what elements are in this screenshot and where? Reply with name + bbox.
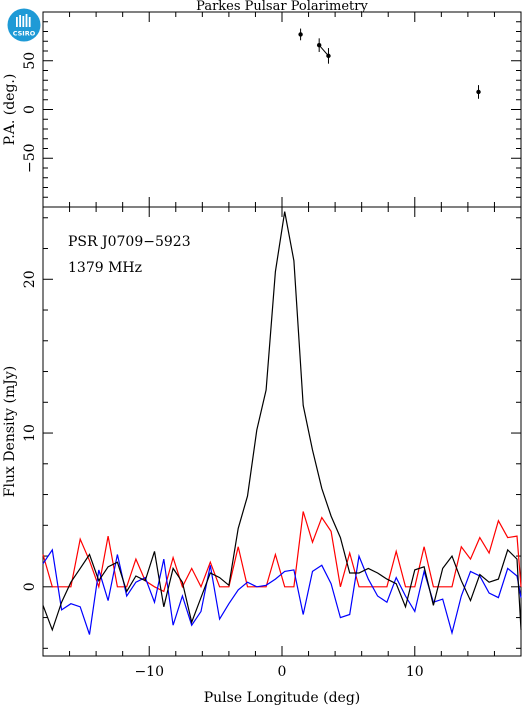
pa-point xyxy=(298,32,303,37)
source-annotation: PSR J0709−5923 xyxy=(68,234,191,250)
csiro-logo: CSIRO xyxy=(7,8,41,42)
source-annotation: 1379 MHz xyxy=(68,260,142,276)
pa-point xyxy=(476,89,481,95)
y-axis-label: Flux Density (mJy) xyxy=(2,366,18,497)
series-line xyxy=(42,548,522,636)
logo-text: CSIRO xyxy=(13,30,36,38)
x-tick-label: −10 xyxy=(134,664,164,680)
pa-point xyxy=(326,53,331,59)
x-tick-label: 10 xyxy=(406,664,424,680)
pa-segment xyxy=(318,44,329,57)
flux-panel: 0 10 20 Flux Density (mJy) −10 0 10 Pulse Longi… xyxy=(2,206,522,706)
pa-panel: −50 0 50P.A. (deg.) Parkes Pulsar Polarimet… xyxy=(2,0,522,208)
chart-title: Parkes Pulsar Polarimetry xyxy=(196,0,368,14)
series-line xyxy=(42,211,522,632)
y-axis-label: P.A. (deg.) xyxy=(2,74,18,146)
y-tick-label: 10 xyxy=(22,424,38,442)
y-tick-label: 50 xyxy=(22,52,38,70)
series-line xyxy=(42,511,522,593)
y-tick-label: 20 xyxy=(22,270,38,288)
x-tick-label: 0 xyxy=(278,664,287,680)
y-tick-label: 0 xyxy=(22,105,38,114)
y-tick-label: −50 xyxy=(22,143,38,173)
x-axis-label: Pulse Longitude (deg) xyxy=(204,690,361,706)
pa-point xyxy=(316,42,322,48)
y-tick-label: 0 xyxy=(22,582,38,591)
plot-frame xyxy=(42,11,522,208)
